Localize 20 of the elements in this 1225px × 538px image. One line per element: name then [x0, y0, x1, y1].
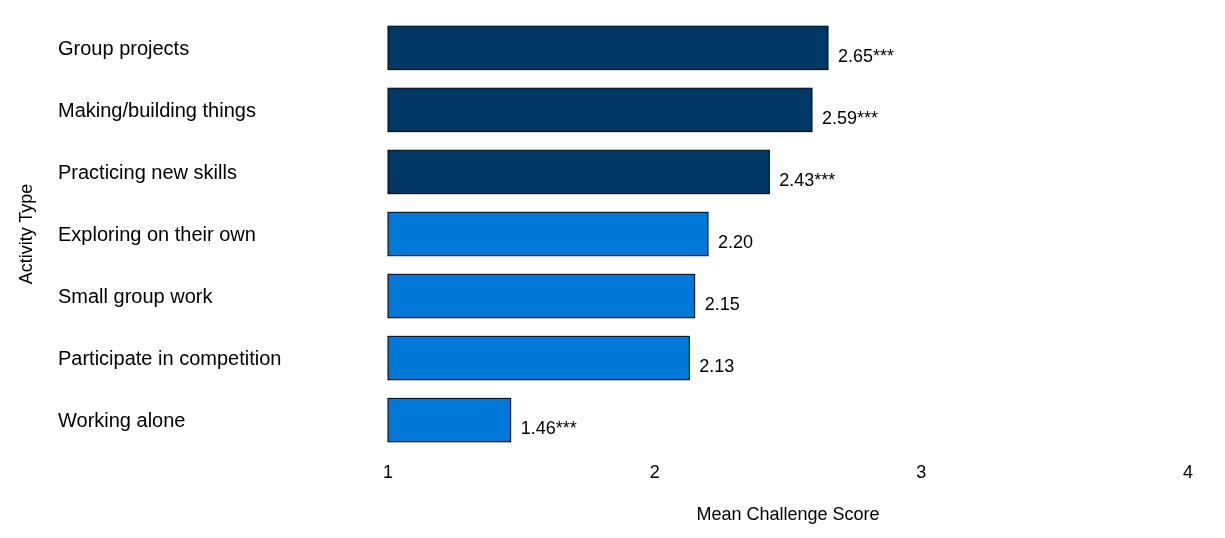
x-tick-label: 4 [1182, 462, 1194, 482]
y-tick-label: Practicing new skills [58, 160, 237, 183]
data-label: 2.59*** [822, 108, 879, 129]
x-tick-label: 1 [382, 462, 394, 482]
x-tick-label: 2 [649, 462, 660, 482]
y-tick-label: Working alone [58, 409, 186, 432]
x-tick-label: 3 [916, 462, 927, 482]
data-label: 2.65*** [838, 46, 895, 67]
data-label: 1.46*** [520, 418, 577, 439]
data-label: 2.15 [704, 294, 740, 315]
y-tick-label: Participate in competition [58, 347, 282, 370]
y-tick-label: Group projects [58, 36, 190, 59]
data-label: 2.13 [699, 356, 735, 377]
x-axis-title: Mean Challenge Score [696, 504, 880, 524]
data-label: 2.43*** [779, 170, 836, 191]
y-axis-title: Activity Type [16, 183, 36, 285]
y-tick-label: Making/building things [58, 98, 256, 121]
y-tick-label: Small group work [58, 285, 214, 308]
data-label: 2.20 [718, 232, 754, 253]
y-tick-label: Exploring on their own [58, 223, 256, 245]
